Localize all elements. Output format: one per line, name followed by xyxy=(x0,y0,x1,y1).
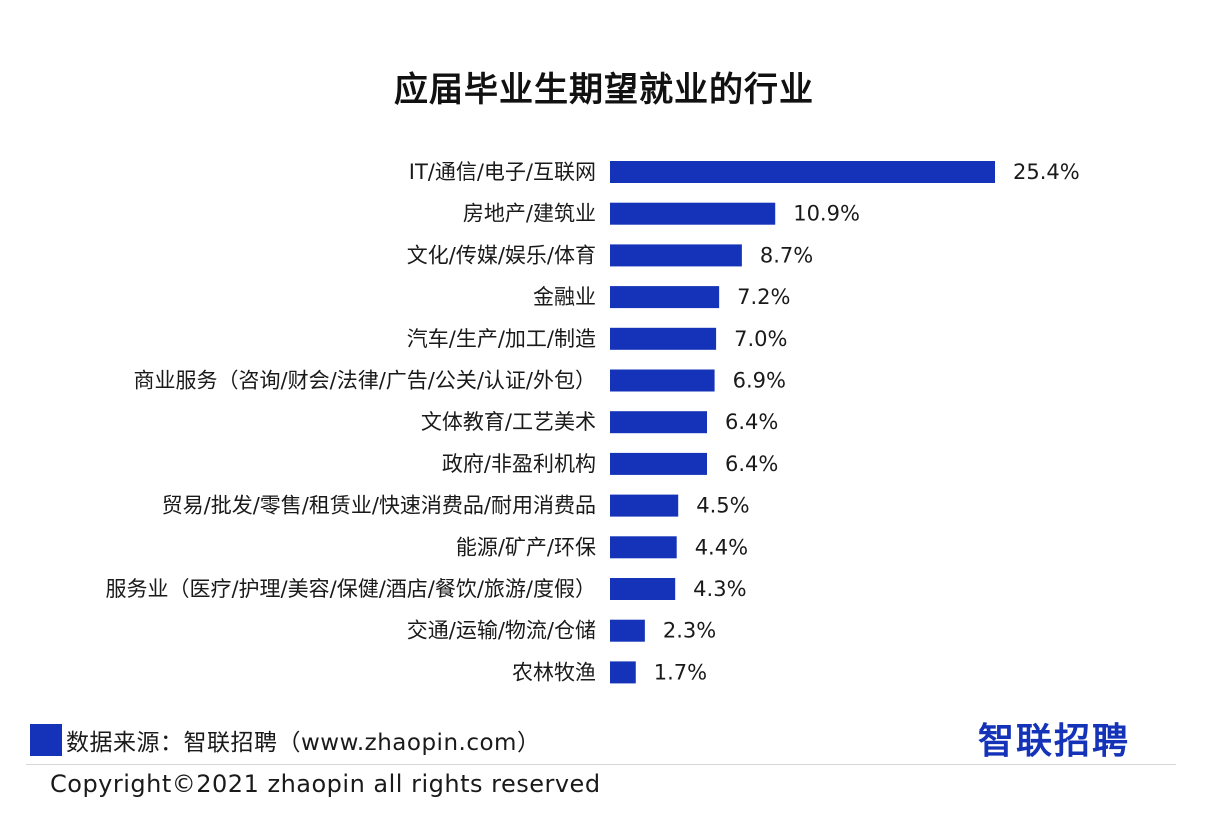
value-label: 2.3% xyxy=(663,619,716,643)
value-label: 7.2% xyxy=(737,285,790,309)
bar xyxy=(610,161,995,183)
value-label: 4.3% xyxy=(693,577,746,601)
legend-swatch xyxy=(30,724,62,756)
value-label: 6.9% xyxy=(733,369,786,393)
category-label: 贸易/批发/零售/租赁业/快速消费品/耐用消费品 xyxy=(162,494,596,518)
chart-title: 应届毕业生期望就业的行业 xyxy=(394,70,814,110)
category-label: IT/通信/电子/互联网 xyxy=(409,160,596,184)
category-label: 文化/传媒/娱乐/体育 xyxy=(407,243,596,267)
value-label: 1.7% xyxy=(654,660,707,684)
value-label: 6.4% xyxy=(725,410,778,434)
footer-divider xyxy=(26,764,1176,765)
category-label: 服务业（医疗/护理/美容/保健/酒店/餐饮/旅游/度假） xyxy=(105,577,596,601)
category-label: 房地产/建筑业 xyxy=(463,202,596,226)
bar xyxy=(610,494,679,517)
bar xyxy=(610,286,720,309)
category-label: 政府/非盈利机构 xyxy=(442,452,596,476)
value-label: 6.4% xyxy=(725,452,778,476)
bar xyxy=(610,452,708,475)
bar xyxy=(610,202,776,225)
category-label: 金融业 xyxy=(533,285,596,309)
bar-chart: IT/通信/电子/互联网 25.4% 房地产/建筑业 10.9% 文化/传媒/娱乐/体育… xyxy=(105,160,1080,684)
bar xyxy=(610,327,717,350)
bar xyxy=(610,369,715,392)
category-label: 能源/矿产/环保 xyxy=(456,535,596,559)
category-label: 交通/运输/物流/仓储 xyxy=(407,619,596,643)
category-label: 文体教育/工艺美术 xyxy=(421,410,596,434)
bar xyxy=(610,536,677,559)
category-label: 农林牧渔 xyxy=(512,660,596,684)
value-label: 7.0% xyxy=(734,327,787,351)
category-label: 商业服务（咨询/财会/法律/广告/公关/认证/外包） xyxy=(134,369,596,393)
value-label: 8.7% xyxy=(760,243,813,267)
value-label: 10.9% xyxy=(793,202,860,226)
zhaopin-logo: 智联招聘 xyxy=(978,721,1131,762)
bar xyxy=(610,411,708,434)
bar xyxy=(610,244,742,267)
bar xyxy=(610,578,676,600)
value-label: 4.5% xyxy=(696,494,749,518)
value-label: 4.4% xyxy=(695,535,748,559)
copyright-text: Copyright©2021 zhaopin all rights reserv… xyxy=(50,770,601,798)
legend xyxy=(30,724,62,756)
bar xyxy=(610,661,636,684)
data-source-label: 数据来源：智联招聘（www.zhaopin.com） xyxy=(66,730,541,756)
bar xyxy=(610,619,645,642)
category-label: 汽车/生产/加工/制造 xyxy=(407,327,596,351)
value-label: 25.4% xyxy=(1013,160,1080,184)
